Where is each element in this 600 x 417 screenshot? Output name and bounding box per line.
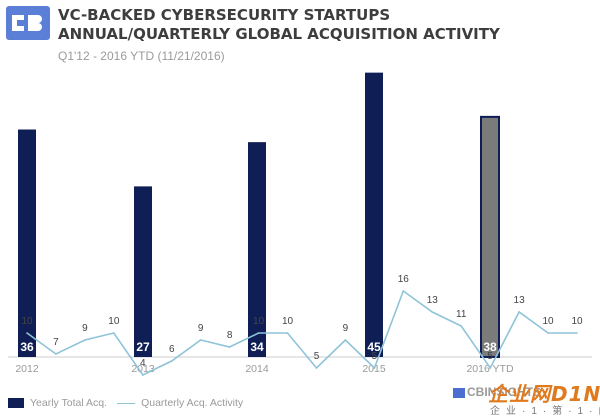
bar-value-label: 38 [483, 340, 497, 354]
quarterly-value-label: 10 [542, 316, 554, 327]
bar-value-label: 34 [250, 340, 264, 354]
quarterly-value-label: 4 [140, 358, 146, 369]
quarterly-point-6 [170, 360, 173, 362]
quarterly-value-label: 13 [514, 295, 526, 306]
quarterly-value-label: 9 [198, 323, 204, 334]
quarterly-value-label: 10 [21, 316, 33, 327]
quarterly-point-20 [576, 332, 578, 334]
bar-value-label: 45 [367, 340, 381, 354]
quarterly-value-label: 7 [53, 337, 59, 348]
quarterly-value-label: 10 [253, 316, 265, 327]
quarterly-value-label: 10 [282, 316, 294, 327]
quarterly-point-16 [460, 325, 463, 327]
quarterly-point-7 [199, 339, 202, 341]
quarterly-point-17 [489, 367, 491, 369]
cbinsights-logo [6, 6, 50, 40]
x-tick-label: 2015 [362, 363, 386, 375]
quarterly-point-12 [344, 339, 347, 341]
bar-2015 [365, 72, 383, 357]
chart-title-line-2: ANNUAL/QUARTERLY GLOBAL ACQUISITION ACTI… [58, 25, 500, 43]
quarterly-value-label: 10 [108, 316, 120, 327]
quarterly-point-11 [315, 367, 318, 369]
bar-2016-ytd [480, 115, 500, 358]
quarterly-point-1 [26, 332, 28, 334]
legend-bar-label: Yearly Total Acq. [30, 397, 108, 410]
brand-text: CBINSIGHTS [467, 385, 542, 399]
chart-title-line-1: VC-BACKED CYBERSECURITY STARTUPS [58, 6, 391, 24]
chart-subtitle: Q1'12 - 2016 YTD (11/21/2016) [58, 49, 225, 63]
quarterly-point-2 [55, 353, 57, 355]
quarterly-value-label: 9 [343, 323, 349, 334]
legend-line-swatch [117, 402, 136, 404]
quarterly-value-label: 5 [314, 351, 320, 362]
chart-legend: Yearly Total Acq. Quarterly Acq. Activity [8, 397, 243, 409]
quarterly-value-label: 16 [398, 274, 410, 285]
quarterly-point-10 [286, 332, 289, 334]
brand-icon [453, 387, 465, 398]
quarterly-point-13 [373, 367, 376, 369]
bar-value-label: 36 [20, 340, 34, 354]
bar-value-label: 27 [136, 340, 150, 354]
quarterly-point-5 [141, 374, 144, 376]
quarterly-value-label: 11 [456, 309, 467, 320]
brand-wordmark: CBINSIGHTS [453, 385, 541, 399]
watermark-logo: 企业网D1Net [488, 382, 600, 406]
bar-2012 [18, 129, 36, 357]
bar-2013 [134, 186, 152, 357]
quarterly-point-15 [431, 311, 434, 313]
quarterly-point-14 [402, 290, 405, 292]
quarterly-value-label: 13 [427, 295, 439, 306]
quarterly-point-19 [547, 332, 549, 334]
legend-line-label: Quarterly Acq. Activity [141, 397, 244, 410]
quarterly-value-label: 5 [372, 351, 378, 362]
x-tick-label: 2014 [245, 363, 269, 375]
quarterly-point-9 [257, 332, 260, 334]
quarterly-value-label: 8 [227, 330, 233, 341]
bar-2014 [248, 142, 266, 357]
quarterly-point-4 [113, 332, 115, 334]
chart-title: VC-BACKED CYBERSECURITY STARTUPS ANNUAL/… [58, 6, 500, 44]
quarterly-point-18 [518, 311, 520, 313]
quarterly-activity-line [26, 289, 577, 377]
x-tick-label: 2012 [15, 363, 39, 375]
quarterly-value-label: 5 [487, 351, 493, 362]
quarterly-value-label: 10 [571, 316, 583, 327]
quarterly-value-label: 6 [169, 344, 175, 355]
watermark-tagline: 企业·1·第·1·门户 [490, 406, 600, 417]
quarterly-point-8 [228, 346, 231, 348]
quarterly-value-label: 9 [82, 323, 88, 334]
legend-bar-swatch [8, 398, 24, 409]
quarterly-point-3 [84, 339, 86, 341]
